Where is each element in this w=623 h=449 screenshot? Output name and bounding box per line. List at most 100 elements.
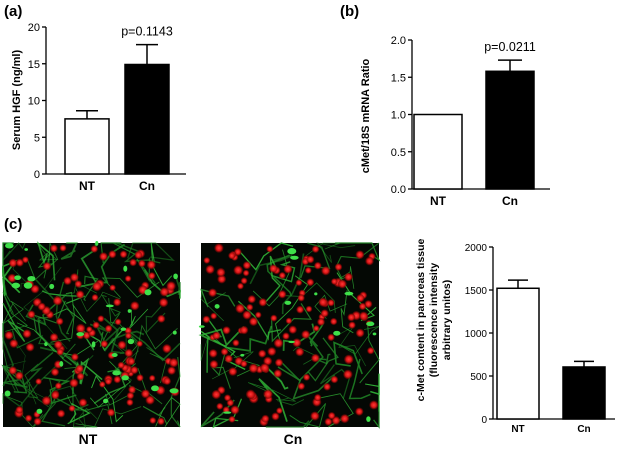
bright-spot	[105, 304, 114, 308]
nucleus	[130, 366, 139, 375]
micrograph-nt-label: NT	[79, 431, 98, 447]
membrane-stain	[16, 322, 99, 357]
membrane-stain	[265, 420, 310, 428]
membrane-stain	[335, 242, 381, 262]
nucleus	[113, 375, 122, 384]
membrane-stain	[60, 242, 78, 260]
bright-spot	[366, 416, 371, 422]
membrane-stain	[265, 255, 281, 303]
micrograph-cn-label: Cn	[284, 431, 303, 447]
nucleus	[348, 321, 356, 329]
nucleus	[365, 256, 374, 266]
bright-spot	[173, 273, 178, 280]
membrane-stain	[270, 261, 296, 283]
nucleus	[305, 305, 313, 313]
nucleus	[288, 325, 297, 334]
nucleus	[320, 309, 329, 318]
nucleus	[76, 372, 85, 381]
bright-spot	[240, 353, 245, 357]
membrane-stain	[83, 275, 99, 302]
panel-c-y-label-line-3: arbitrary unitos)	[441, 280, 453, 361]
nucleus	[205, 264, 215, 274]
nucleus	[214, 243, 224, 253]
nucleus	[163, 377, 171, 386]
nucleus	[49, 244, 58, 253]
nucleus	[8, 258, 18, 268]
membrane-stain	[200, 290, 226, 322]
membrane-stain	[77, 407, 98, 429]
nucleus	[233, 265, 243, 275]
membrane-stain	[309, 322, 325, 347]
membrane-stain	[93, 368, 126, 405]
bright-spot	[76, 332, 85, 337]
nucleus	[267, 347, 277, 356]
nucleus	[249, 317, 258, 326]
nucleus	[364, 300, 373, 309]
b-bar-nt	[413, 113, 463, 190]
membrane-stain	[91, 375, 124, 423]
membrane-stain	[75, 288, 121, 313]
nucleus	[330, 375, 339, 384]
nucleus	[296, 305, 304, 314]
nucleus	[317, 317, 325, 326]
nucleus	[369, 400, 379, 410]
nucleus	[69, 378, 79, 388]
nucleus	[68, 405, 76, 412]
membrane-stain	[333, 341, 363, 375]
membrane-stain	[177, 420, 181, 428]
panel-a-y-axis-label: Serum HGF (ng/ml)	[11, 50, 23, 151]
nucleus	[75, 290, 85, 299]
bright-spot	[49, 283, 55, 289]
bright-spot	[344, 291, 354, 296]
membrane-stain	[275, 275, 309, 343]
nucleus	[292, 338, 302, 348]
membrane-stain	[132, 324, 178, 366]
nucleus	[323, 383, 331, 391]
nucleus	[242, 310, 252, 320]
nucleus	[136, 340, 143, 347]
nucleus	[297, 294, 305, 302]
nucleus	[50, 367, 60, 377]
membrane-stain	[248, 382, 296, 402]
nucleus	[124, 275, 132, 282]
nucleus	[74, 280, 83, 288]
c-category-label: NT	[511, 424, 524, 435]
nucleus	[124, 327, 132, 335]
membrane-stain	[67, 402, 91, 425]
nucleus	[166, 281, 176, 291]
panel-b-p-value: p=0.0211	[484, 40, 536, 54]
nucleus	[33, 417, 42, 426]
nucleus	[355, 250, 365, 260]
membrane-stain	[23, 267, 68, 350]
nucleus	[35, 378, 42, 385]
nucleus	[297, 382, 305, 390]
membrane-stain	[26, 381, 53, 407]
membrane-stain	[285, 282, 336, 313]
nucleus	[306, 255, 315, 264]
c-category-label: Cn	[577, 424, 590, 435]
c-tick-label: 1000	[465, 329, 488, 340]
nucleus	[285, 317, 293, 325]
nucleus	[109, 284, 116, 291]
a-category-label: Cn	[139, 179, 155, 193]
membrane-stain	[59, 281, 75, 335]
nucleus	[210, 312, 218, 320]
nucleus	[208, 349, 218, 358]
nucleus	[148, 272, 156, 280]
membrane-stain	[240, 242, 294, 271]
bright-spot	[111, 352, 118, 358]
nucleus	[104, 324, 113, 333]
bright-spot	[44, 342, 48, 347]
nucleus	[327, 299, 335, 307]
nucleus	[52, 295, 63, 306]
nucleus	[86, 326, 93, 333]
nucleus	[141, 389, 150, 399]
nucleus	[240, 277, 248, 285]
bright-spot	[103, 398, 109, 404]
membrane-stain	[41, 290, 85, 304]
bright-spot	[14, 275, 21, 280]
bright-spot	[112, 370, 121, 376]
nucleus	[130, 301, 140, 311]
bright-spot	[287, 248, 297, 255]
